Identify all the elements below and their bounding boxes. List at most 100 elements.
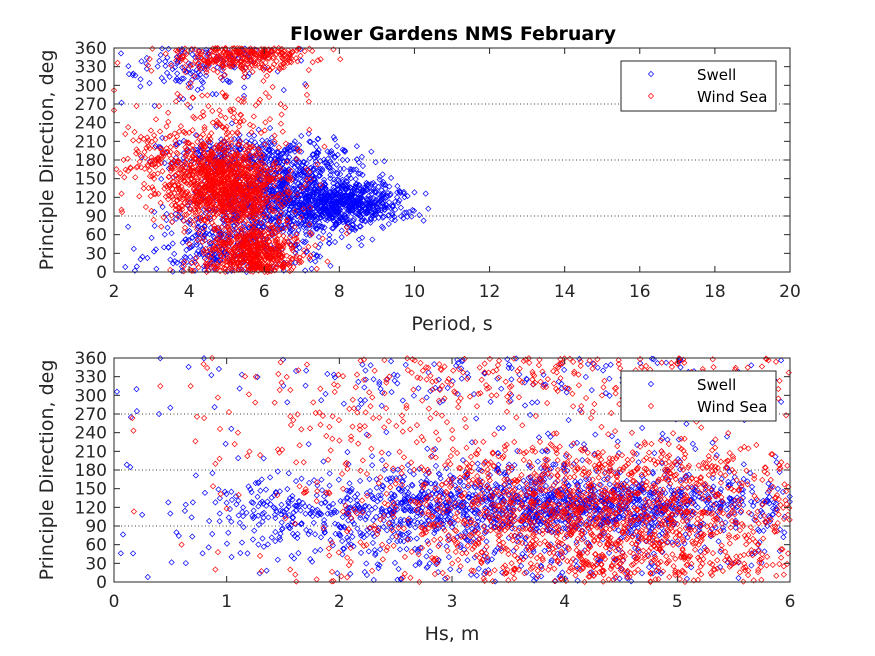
data-point-wind-sea	[156, 128, 164, 135]
data-point-swell	[347, 165, 354, 173]
data-point-wind-sea	[197, 169, 204, 177]
data-point-swell	[288, 241, 295, 249]
data-point-swell	[166, 73, 173, 80]
data-point-swell	[334, 208, 341, 215]
data-point-swell	[349, 221, 356, 228]
data-point-swell	[288, 161, 295, 168]
data-point-swell	[309, 151, 317, 159]
data-point-swell	[174, 70, 181, 77]
data-point-wind-sea	[194, 161, 201, 168]
data-point-swell	[331, 199, 339, 206]
data-point-wind-sea	[286, 196, 293, 203]
data-point-swell	[164, 224, 171, 231]
data-point-wind-sea	[289, 247, 296, 254]
data-point-swell	[162, 62, 169, 70]
data-point-swell	[337, 171, 344, 178]
data-point-swell	[312, 161, 319, 168]
data-point-wind-sea	[200, 163, 207, 171]
data-point-swell	[345, 172, 353, 179]
data-point-wind-sea	[155, 103, 163, 110]
data-point-swell	[389, 202, 396, 209]
data-point-wind-sea	[166, 151, 173, 159]
data-point-wind-sea	[266, 254, 273, 261]
data-point-swell	[351, 184, 358, 192]
data-point-wind-sea	[307, 204, 314, 211]
data-point-wind-sea	[226, 247, 233, 254]
data-point-wind-sea	[243, 64, 250, 71]
data-point-wind-sea	[238, 216, 245, 224]
data-point-wind-sea	[235, 123, 243, 130]
data-point-wind-sea	[142, 203, 150, 211]
data-point-swell	[293, 207, 300, 214]
data-point-swell	[278, 222, 286, 229]
data-point-wind-sea	[255, 191, 262, 198]
data-point-wind-sea	[205, 266, 212, 274]
data-point-wind-sea	[210, 210, 217, 217]
data-point-wind-sea	[253, 166, 260, 173]
data-point-wind-sea	[223, 258, 230, 265]
data-point-wind-sea	[176, 187, 184, 194]
data-point-swell	[312, 222, 319, 230]
data-point-swell	[299, 200, 306, 208]
data-point-swell	[197, 71, 204, 78]
data-point-swell	[520, 477, 527, 484]
data-point-swell	[289, 159, 297, 166]
data-point-wind-sea	[133, 150, 140, 157]
data-point-wind-sea	[206, 196, 213, 203]
data-point-swell	[359, 234, 366, 241]
data-point-wind-sea	[247, 57, 254, 64]
data-point-wind-sea	[246, 54, 253, 61]
data-point-wind-sea	[266, 203, 274, 210]
data-point-wind-sea	[253, 233, 260, 240]
data-point-wind-sea	[276, 214, 283, 221]
data-point-wind-sea	[259, 250, 266, 257]
data-point-wind-sea	[194, 236, 201, 243]
data-point-wind-sea	[239, 242, 246, 249]
data-point-wind-sea	[237, 59, 244, 66]
data-point-swell	[260, 141, 267, 148]
data-point-wind-sea	[216, 121, 223, 128]
data-point-swell	[447, 511, 454, 518]
data-point-wind-sea	[219, 89, 226, 96]
data-point-wind-sea	[252, 195, 259, 202]
data-point-wind-sea	[267, 207, 275, 214]
data-point-swell	[375, 183, 382, 190]
data-point-wind-sea	[125, 124, 132, 131]
data-point-swell	[330, 184, 337, 191]
data-point-swell	[187, 83, 195, 91]
data-point-swell	[394, 182, 401, 190]
data-point-swell	[189, 234, 196, 241]
data-point-wind-sea	[271, 167, 278, 175]
data-point-swell	[349, 221, 357, 228]
data-point-swell	[316, 253, 324, 260]
data-point-swell	[272, 514, 279, 522]
data-point-swell	[340, 545, 347, 552]
data-point-swell	[409, 207, 416, 214]
data-point-swell	[370, 517, 377, 524]
data-point-wind-sea	[200, 234, 207, 242]
data-point-wind-sea	[232, 171, 239, 179]
data-point-wind-sea	[222, 176, 229, 183]
data-point-swell	[251, 132, 258, 139]
data-point-swell	[151, 222, 158, 229]
data-point-wind-sea	[148, 138, 155, 145]
data-point-wind-sea	[246, 187, 253, 194]
data-point-wind-sea	[181, 199, 188, 206]
data-point-swell	[201, 223, 208, 230]
data-point-wind-sea	[233, 216, 241, 223]
data-point-swell	[373, 189, 380, 196]
data-point-wind-sea	[217, 173, 224, 180]
data-point-swell	[283, 148, 290, 155]
data-point-wind-sea	[222, 268, 229, 275]
data-point-wind-sea	[221, 186, 228, 193]
data-point-wind-sea	[301, 48, 308, 55]
data-point-swell	[315, 173, 322, 180]
data-point-swell	[207, 259, 214, 266]
data-point-swell	[272, 155, 279, 162]
data-point-wind-sea	[163, 145, 170, 152]
data-point-wind-sea	[151, 132, 158, 139]
data-point-swell	[224, 77, 231, 84]
data-point-wind-sea	[240, 198, 247, 205]
data-point-swell	[296, 202, 303, 209]
data-point-wind-sea	[271, 175, 278, 182]
